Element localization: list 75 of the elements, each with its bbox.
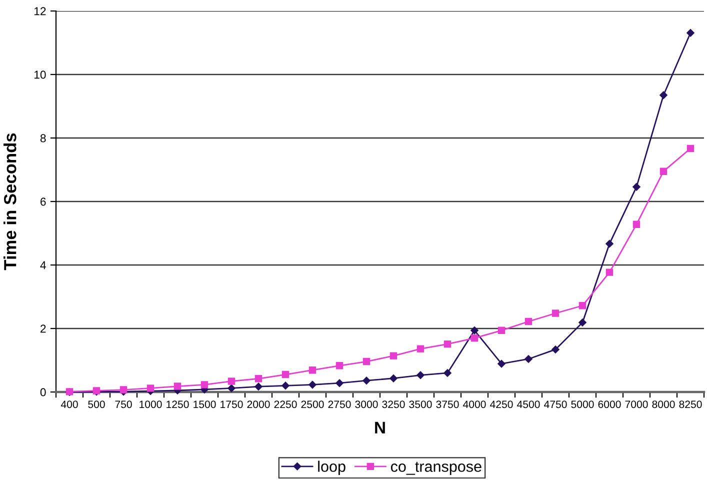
point bbox=[282, 370, 290, 378]
x-tick-label: 3000 bbox=[355, 400, 378, 408]
point bbox=[120, 386, 128, 394]
point bbox=[228, 384, 236, 392]
x-tick-label: 1250 bbox=[166, 400, 189, 408]
x-tick-label: 1000 bbox=[140, 400, 162, 408]
point bbox=[146, 384, 154, 392]
point bbox=[228, 378, 236, 385]
y-tick-label: 10 bbox=[34, 70, 46, 79]
x-tick-label: 750 bbox=[115, 400, 132, 408]
point bbox=[498, 326, 506, 334]
legend-label: loop bbox=[318, 460, 346, 475]
point bbox=[390, 352, 398, 360]
point bbox=[470, 326, 478, 334]
point bbox=[416, 345, 424, 352]
y-axis-title: Time in Seconds bbox=[4, 133, 16, 270]
x-tick-label: 1750 bbox=[220, 400, 243, 408]
x-tick-label: 8250 bbox=[679, 400, 702, 408]
x-tick-label: 2000 bbox=[247, 400, 270, 408]
y-tick-label: 4 bbox=[40, 261, 46, 270]
point bbox=[174, 382, 182, 390]
point bbox=[578, 318, 586, 326]
x-tick-label: 4250 bbox=[490, 400, 513, 408]
point bbox=[606, 240, 614, 248]
x-tick-label: 4750 bbox=[544, 400, 567, 408]
point bbox=[282, 382, 290, 390]
point bbox=[362, 376, 370, 385]
y-tick-label: 12 bbox=[34, 7, 46, 16]
x-tick-label: 3750 bbox=[436, 400, 459, 408]
x-tick-label: 400 bbox=[60, 400, 78, 408]
y-tick-label: 8 bbox=[40, 134, 46, 142]
point bbox=[632, 182, 640, 191]
point bbox=[686, 144, 694, 152]
point bbox=[498, 360, 506, 368]
x-tick-label: 4000 bbox=[463, 400, 486, 408]
point bbox=[308, 380, 316, 389]
x-tick-label: 2500 bbox=[301, 400, 324, 408]
point bbox=[552, 346, 560, 354]
point bbox=[254, 382, 262, 391]
point bbox=[308, 366, 316, 374]
x-tick-label: 500 bbox=[88, 400, 105, 408]
x-tick-label: 3500 bbox=[409, 400, 432, 408]
y-tick-label: 0 bbox=[40, 388, 46, 396]
x-tick-label: 7000 bbox=[625, 400, 648, 408]
point bbox=[362, 358, 370, 366]
point bbox=[660, 91, 668, 100]
point bbox=[444, 340, 452, 348]
y-tick-label: 2 bbox=[40, 324, 46, 333]
point bbox=[336, 379, 344, 388]
legend-label: co_transpose bbox=[390, 462, 482, 475]
point bbox=[336, 362, 344, 370]
x-tick-label: 6000 bbox=[598, 400, 621, 408]
point bbox=[552, 310, 560, 317]
x-tick-label: 2750 bbox=[328, 400, 351, 408]
point bbox=[524, 318, 532, 326]
x-tick-label: 8000 bbox=[652, 400, 675, 408]
point bbox=[524, 355, 532, 363]
x-tick-label: 2250 bbox=[274, 400, 297, 408]
point bbox=[660, 168, 668, 175]
point bbox=[390, 374, 398, 382]
y-tick-label: 6 bbox=[40, 198, 46, 206]
point bbox=[606, 268, 614, 276]
point bbox=[416, 371, 424, 380]
point bbox=[254, 375, 262, 382]
x-tick-label: 4500 bbox=[517, 400, 540, 408]
x-tick-label: 3250 bbox=[382, 400, 405, 408]
point bbox=[632, 220, 640, 228]
point bbox=[470, 334, 478, 342]
point bbox=[200, 381, 208, 388]
x-axis-title: N bbox=[375, 422, 385, 434]
point bbox=[578, 302, 586, 310]
x-tick-label: 5000 bbox=[571, 400, 594, 408]
x-tick-label: 1500 bbox=[194, 400, 216, 408]
point bbox=[686, 28, 694, 37]
point bbox=[444, 368, 452, 377]
